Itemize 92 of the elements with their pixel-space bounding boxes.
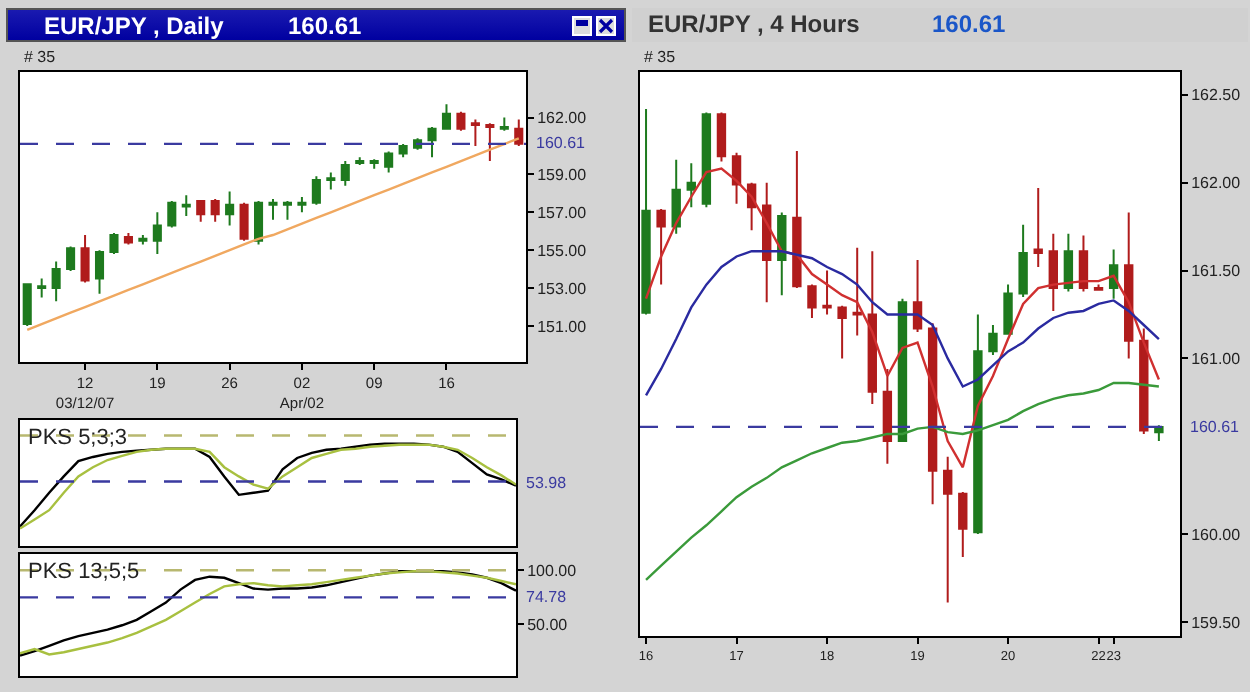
candlestick [1003,283,1013,335]
y-tick-label: 160.00 [1191,525,1242,544]
candlestick [837,304,847,360]
candlestick [485,122,495,163]
candlestick [1018,223,1028,298]
chart-title: EUR/JPY , 4 Hours [648,10,860,38]
candlestick [51,260,61,303]
candlestick [701,111,712,209]
text: # 35 [24,48,57,66]
chart-subtitle: 160.61 [288,10,362,44]
y-tick-label: 159.00 [537,165,588,184]
candlestick [1033,186,1043,269]
candlestick [94,249,105,295]
candlestick [1093,283,1104,291]
candlestick [686,162,696,209]
candlestick [777,211,787,297]
y-tick-label: 151.00 [537,317,588,336]
candlestick [152,211,162,255]
candlestick [355,156,365,166]
y-tick-label: 50.00 [527,615,569,634]
candlestick [109,232,119,255]
candlestick [656,208,666,286]
candlestick [398,143,408,159]
candlestick [311,175,321,206]
line-series [644,250,1161,397]
candlestick [1048,232,1058,312]
candlestick [239,201,249,242]
candlestick [268,198,278,221]
candlestick [1063,232,1074,293]
chart-title: PKS 13;5;5 [28,560,140,584]
candlestick [282,199,292,221]
candlestick [384,150,394,174]
y-tick-label: 157.00 [537,203,588,222]
candlestick [427,125,437,159]
candlestick [369,158,379,170]
y-tick-label: 159.50 [1191,613,1242,632]
y-tick-label: 162.00 [537,109,588,128]
candlestick [225,190,235,227]
candlestick [852,246,862,337]
candlestick [340,160,350,187]
y-tick-label: 161.00 [1191,350,1242,368]
candlestick [167,199,177,229]
y-tick-label: 161.50 [1191,262,1242,281]
candlestick [470,118,480,147]
candlestick [1078,234,1089,293]
candlestick [514,118,524,147]
y-tick-label: 162.50 [1191,86,1242,105]
candlestick [66,245,76,273]
candlestick [254,199,264,246]
candlestick [912,259,923,334]
chart-title: PKS 5;3;3 [28,426,128,450]
text: 53.98 [526,474,568,492]
line-series [26,137,520,331]
candlestick [671,158,681,235]
candlestick [181,194,191,218]
candlestick [210,198,220,223]
candlestick [988,324,998,356]
candlestick [22,283,32,327]
candlestick [943,455,953,604]
candlestick [326,171,336,191]
candlestick [80,234,90,284]
candlestick [196,199,206,223]
candlestick [297,196,307,214]
candlestick [499,116,509,132]
chart-subtitle: 160.61 [932,8,1006,42]
candlestick [807,283,817,319]
candlestick [37,277,47,299]
candlestick [762,181,772,304]
ref-line-label: 160.61 [1190,418,1241,436]
candlestick [441,103,452,130]
y-tick-label: 155.00 [537,241,588,260]
candlestick [641,107,651,316]
line-series [644,381,1161,581]
candlestick [792,150,802,290]
y-tick-label: 162.00 [1191,174,1242,193]
candlestick [456,110,466,132]
candlestick [123,232,133,246]
line-series [644,167,1161,469]
candlestick [867,250,877,406]
y-tick-label: 100.00 [527,561,578,580]
y-tick-label: 153.00 [537,279,588,298]
candlestick [882,367,893,465]
text: # 35 [644,48,677,66]
candlestick [822,269,832,316]
candlestick [138,234,148,246]
ref-line-label: 160.61 [536,134,587,152]
ref-line-label: 74.78 [526,588,568,606]
chart-title: EUR/JPY , Daily [44,12,224,40]
candlestick [958,490,968,558]
candlestick [716,111,727,163]
candlestick [1124,211,1134,360]
candlestick [1139,327,1149,435]
